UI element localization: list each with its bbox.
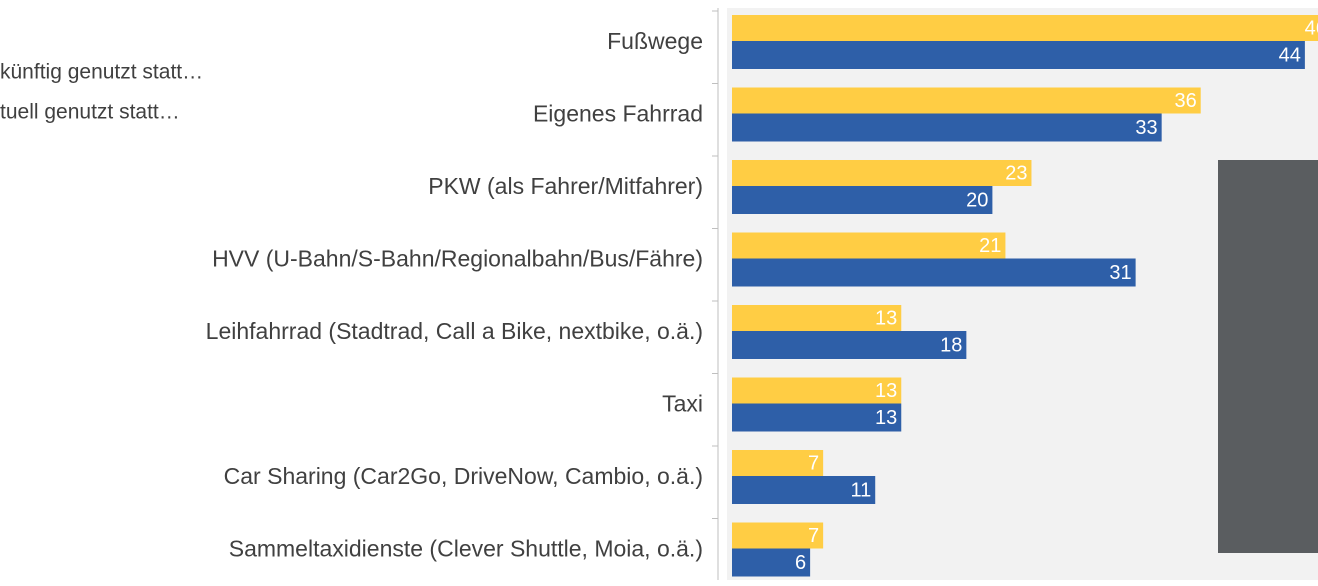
value-label: 7 xyxy=(808,452,819,474)
legend-label: künftig genutzt statt… xyxy=(0,61,203,84)
value-label: 11 xyxy=(850,479,871,501)
value-label: 13 xyxy=(875,380,897,402)
bar xyxy=(732,88,1201,114)
category-label: HVV (U-Bahn/S-Bahn/Regionalbahn/Bus/Fähr… xyxy=(212,246,703,272)
category-label: Fußwege xyxy=(607,28,703,54)
bar xyxy=(732,233,1005,259)
value-label: 31 xyxy=(1109,262,1131,284)
value-label: 23 xyxy=(1005,162,1027,184)
bar xyxy=(732,15,1318,41)
value-label: 13 xyxy=(875,407,897,429)
value-label: 46 xyxy=(1305,17,1318,39)
category-label: Sammeltaxidienste (Clever Shuttle, Moia,… xyxy=(229,536,703,562)
value-label: 21 xyxy=(979,235,1001,257)
chart: künftig genutzt statt… tuell genutzt stat… xyxy=(0,0,1318,586)
value-label: 33 xyxy=(1135,117,1157,139)
category-label: Eigenes Fahrrad xyxy=(533,101,703,127)
bar xyxy=(732,160,1031,186)
bar xyxy=(732,259,1136,287)
category-label: Taxi xyxy=(662,391,703,417)
category-label: Car Sharing (Car2Go, DriveNow, Cambio, o… xyxy=(224,463,703,489)
bar xyxy=(732,186,992,214)
value-label: 20 xyxy=(966,189,988,211)
value-label: 13 xyxy=(875,307,897,329)
category-label: Leihfahrrad (Stadtrad, Call a Bike, next… xyxy=(206,318,703,344)
value-label: 18 xyxy=(940,334,962,356)
photo xyxy=(1218,160,1318,553)
category-label: PKW (als Fahrer/Mitfahrer) xyxy=(428,173,703,199)
bar xyxy=(732,114,1162,142)
value-label: 36 xyxy=(1174,90,1196,112)
bar xyxy=(732,41,1305,69)
value-label: 6 xyxy=(795,552,806,574)
value-label: 44 xyxy=(1279,44,1301,66)
value-label: 7 xyxy=(808,525,819,547)
legend-label: tuell genutzt statt… xyxy=(0,101,180,124)
bar xyxy=(732,331,966,359)
page: künftig genutzt statt… tuell genutzt stat… xyxy=(0,0,1318,586)
